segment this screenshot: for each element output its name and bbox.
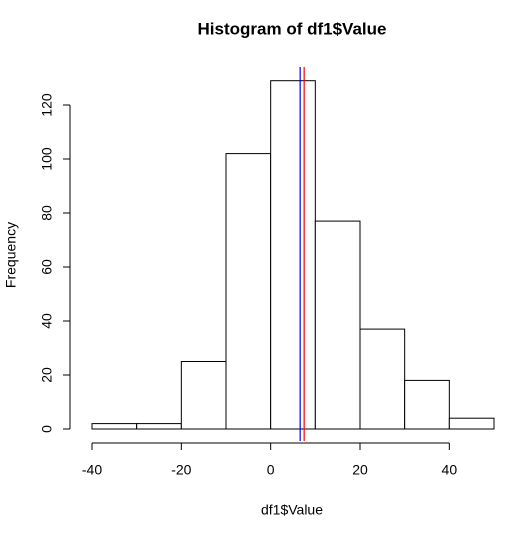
y-axis-label: Frequency <box>3 222 19 288</box>
y-tick-label: 40 <box>39 313 55 329</box>
bar <box>314 220 361 430</box>
bar <box>180 361 227 430</box>
x-tick-label: 0 <box>267 462 275 478</box>
y-tick-label: 100 <box>39 147 55 171</box>
y-tick-label: 0 <box>39 425 55 433</box>
bar <box>136 423 182 430</box>
x-tick-label: 40 <box>442 462 458 478</box>
bar <box>270 80 316 430</box>
x-tick-label: 20 <box>352 462 368 478</box>
bar <box>448 417 495 430</box>
bar <box>225 153 272 430</box>
bar <box>91 423 138 430</box>
x-axis-label: df1$Value <box>261 502 323 518</box>
y-tick-label: 80 <box>39 205 55 221</box>
x-tick-label: -40 <box>82 462 102 478</box>
bar <box>404 379 450 430</box>
y-tick-label: 120 <box>39 93 55 117</box>
y-tick-label: 60 <box>39 259 55 275</box>
chart-title: Histogram of df1$Value <box>198 19 387 38</box>
y-tick-label: 20 <box>39 367 55 383</box>
x-tick-label: -20 <box>171 462 191 478</box>
bar <box>359 328 406 430</box>
